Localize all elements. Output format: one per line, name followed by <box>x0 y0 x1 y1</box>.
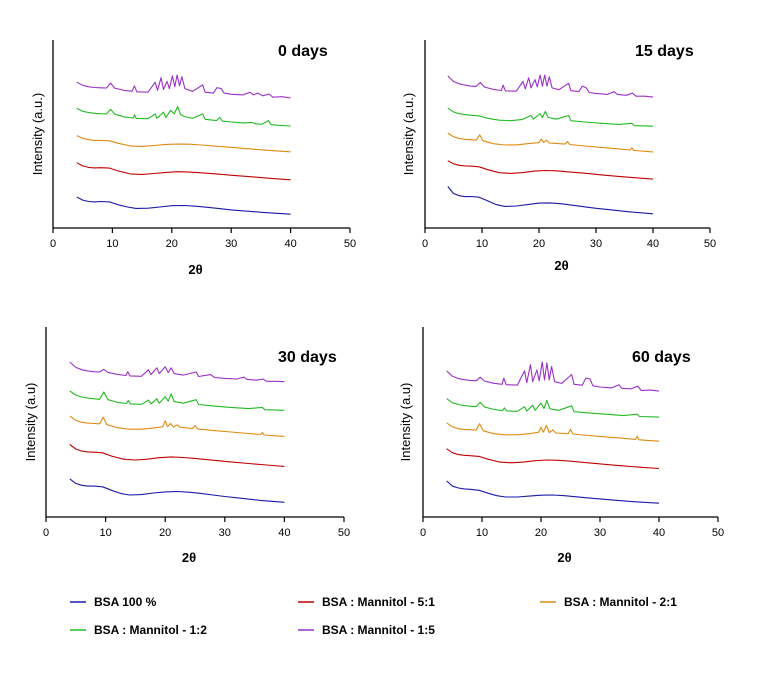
x-tick-label: 0 <box>422 238 428 250</box>
chart-panel-4: 0 10 20 30 40 50 60 days 2θ Intensity (a.u) <box>398 327 724 565</box>
panel-title: 15 days <box>635 43 694 60</box>
series-line-1 <box>69 478 285 503</box>
x-tick-label: 30 <box>219 527 231 539</box>
series-line-4 <box>446 398 660 418</box>
legend-label: BSA : Mannitol - 5:1 <box>322 595 435 609</box>
x-tick-label: 30 <box>225 238 237 250</box>
chart-panel-3: 0 10 20 30 40 50 30 days 2θ Intensity (a.u) <box>23 327 350 565</box>
x-tick-label: 20 <box>166 238 178 250</box>
x-axis-title: 2θ <box>554 258 568 273</box>
series-line-3 <box>76 135 291 153</box>
series-line-5 <box>446 361 660 392</box>
y-axis-title: Intensity (a.u) <box>23 383 38 462</box>
legend-label: BSA : Mannitol - 1:5 <box>322 623 435 637</box>
series-line-1 <box>76 196 291 215</box>
y-axis-title: Intensity (a.u.) <box>30 93 45 175</box>
panel-title: 30 days <box>278 349 337 366</box>
legend-label: BSA : Mannitol - 1:2 <box>94 623 207 637</box>
x-tick-label: 20 <box>535 527 547 539</box>
x-tick-label: 40 <box>284 238 296 250</box>
x-tick-label: 40 <box>647 238 659 250</box>
x-tick-label: 10 <box>106 238 118 250</box>
x-tick-label: 50 <box>712 527 724 539</box>
series-line-3 <box>69 415 285 437</box>
series-line-4 <box>76 106 291 127</box>
legend-item-2: BSA : Mannitol - 5:1 <box>298 595 435 609</box>
legend-label: BSA 100 % <box>94 595 157 609</box>
y-axis-title: Intensity (a.u.) <box>401 93 416 175</box>
x-tick-label: 30 <box>590 238 602 250</box>
legend-label: BSA : Mannitol - 2:1 <box>564 595 677 609</box>
series-line-2 <box>76 162 291 181</box>
x-tick-label: 50 <box>704 238 716 250</box>
legend-item-3: BSA : Mannitol - 2:1 <box>540 595 677 609</box>
legend-item-1: BSA 100 % <box>70 595 157 609</box>
x-tick-label: 40 <box>278 527 290 539</box>
series-line-2 <box>447 160 654 180</box>
series-line-5 <box>447 74 654 98</box>
x-axis-title: 2θ <box>182 550 196 565</box>
panel-title: 60 days <box>632 349 691 366</box>
series-line-2 <box>446 448 660 470</box>
series-line-4 <box>69 390 285 411</box>
x-tick-label: 20 <box>159 527 171 539</box>
x-tick-label: 10 <box>476 527 488 539</box>
x-tick-label: 30 <box>594 527 606 539</box>
x-tick-label: 50 <box>338 527 350 539</box>
series-line-3 <box>447 132 654 153</box>
x-tick-label: 10 <box>476 238 488 250</box>
x-tick-label: 0 <box>420 527 426 539</box>
series-line-3 <box>446 422 660 442</box>
legend: BSA 100 % BSA : Mannitol - 5:1 BSA : Manni… <box>70 595 677 637</box>
x-tick-label: 10 <box>99 527 111 539</box>
x-tick-label: 0 <box>43 527 49 539</box>
panel-title: 0 days <box>278 43 328 60</box>
chart-panel-1: 0 10 20 30 40 50 0 days 2θ Intensity (a.u.) <box>30 40 356 277</box>
x-tick-label: 40 <box>653 527 665 539</box>
x-axis-title: 2θ <box>557 550 571 565</box>
x-tick-label: 50 <box>344 238 356 250</box>
series-line-1 <box>447 186 654 215</box>
series-line-5 <box>69 361 285 383</box>
x-axis-title: 2θ <box>188 262 202 277</box>
series-line-1 <box>446 480 660 504</box>
series-line-2 <box>69 444 285 467</box>
legend-item-4: BSA : Mannitol - 1:2 <box>70 623 207 637</box>
y-axis-title: Intensity (a.u) <box>398 383 413 462</box>
x-tick-label: 0 <box>50 238 56 250</box>
series-line-4 <box>447 107 654 127</box>
legend-item-5: BSA : Mannitol - 1:5 <box>298 623 435 637</box>
chart-panel-2: 0 10 20 30 40 50 15 days 2θ Intensity (a.u.) <box>401 40 716 273</box>
x-tick-label: 20 <box>533 238 545 250</box>
series-line-5 <box>76 74 291 99</box>
